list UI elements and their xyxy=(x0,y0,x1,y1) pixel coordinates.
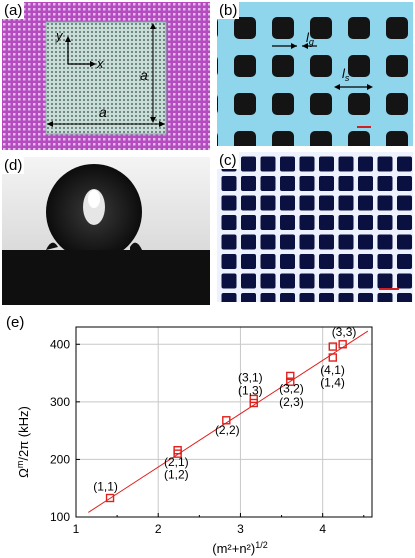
data-point xyxy=(328,342,337,351)
y-axis-label: Ωm/2π (kHz) xyxy=(15,406,31,478)
panel-d-image xyxy=(2,157,210,305)
mode-label: (3,2) xyxy=(279,382,304,396)
x-tick-label: 1 xyxy=(73,522,80,536)
dimension-horizontal-label: a xyxy=(99,104,107,120)
y-tick-label: 300 xyxy=(50,395,70,409)
lg-label: lg xyxy=(306,30,314,47)
plot-frame xyxy=(75,326,373,518)
mode-label: (1,3) xyxy=(238,383,263,397)
dimension-vertical-label: a xyxy=(140,67,148,83)
panel-b: lg ls (b) xyxy=(217,2,413,146)
x-tick-label: 4 xyxy=(319,522,326,536)
panel-label-d: (d) xyxy=(2,157,25,174)
x-axis-label: (m²+n²)1/2 xyxy=(212,540,267,556)
y-tick-label: 100 xyxy=(50,510,70,524)
mode-label: (2,3) xyxy=(279,395,304,409)
panel-d: (d) xyxy=(2,157,210,305)
y-tick-label: 200 xyxy=(50,452,70,466)
data-point xyxy=(338,340,347,349)
y-tick-label: 400 xyxy=(50,337,70,351)
panel-a: y x a a (a) xyxy=(2,2,210,150)
mode-label: (3,1) xyxy=(238,371,263,385)
data-point xyxy=(222,416,231,425)
ls-label: ls xyxy=(342,66,350,83)
frequency-chart: 1 2 3 4 100 200 300 400 (1,1) (2,1)(1,2) (2,2) (3,… xyxy=(15,325,373,556)
data-point xyxy=(105,493,115,503)
axis-y-label: y xyxy=(55,28,64,43)
data-point xyxy=(249,394,258,404)
panel-a-image: y x a a xyxy=(2,2,210,150)
mode-label: (3,3) xyxy=(332,325,357,339)
panel-b-image: lg ls xyxy=(217,2,413,146)
x-tick-label: 3 xyxy=(237,522,244,536)
data-point xyxy=(173,446,182,455)
point-annotations: (1,1) (2,1)(1,2) (2,2) (3,1)(1,3) (3,2)(2,3)… xyxy=(93,325,356,493)
data-point xyxy=(286,377,295,386)
mode-label: (4,1) xyxy=(320,363,345,377)
panel-c: (c) xyxy=(217,152,413,302)
mode-label: (2,2) xyxy=(215,423,240,437)
panel-label-c: (c) xyxy=(217,152,239,169)
chart-grid xyxy=(75,327,372,518)
mode-label: (2,1) xyxy=(164,455,189,469)
panel-c-image xyxy=(217,152,413,302)
panel-label-a: (a) xyxy=(2,2,25,19)
mode-label: (1,4) xyxy=(320,375,345,389)
fit-line xyxy=(88,330,369,513)
data-point xyxy=(328,353,337,362)
panel-label-e: (e) xyxy=(4,314,27,331)
mode-label: (1,2) xyxy=(164,467,189,481)
panel-label-b: (b) xyxy=(217,2,240,19)
data-point xyxy=(286,371,295,381)
x-tick-label: 2 xyxy=(155,522,162,536)
panel-e: 1 2 3 4 100 200 300 400 (1,1) (2,1) (1,2) (2,2) (3,… xyxy=(0,312,415,558)
chart-ticks: 1 2 3 4 100 200 300 400 xyxy=(50,337,365,536)
axis-x-label: x xyxy=(96,56,104,71)
mode-label: (1,1) xyxy=(93,480,118,494)
data-points xyxy=(105,340,347,503)
